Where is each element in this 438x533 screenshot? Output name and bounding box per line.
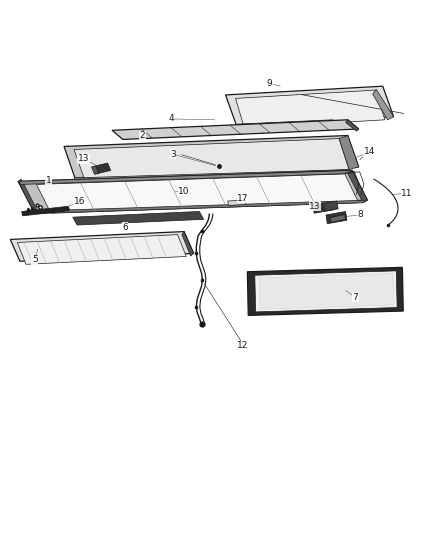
Text: 11: 11 (401, 189, 413, 198)
Polygon shape (17, 235, 186, 264)
Polygon shape (348, 171, 367, 203)
Polygon shape (330, 215, 346, 222)
Text: 14: 14 (364, 147, 375, 156)
Polygon shape (236, 90, 385, 128)
Polygon shape (112, 120, 359, 140)
Polygon shape (18, 171, 367, 211)
Text: 2: 2 (140, 131, 145, 140)
Text: 17: 17 (237, 194, 249, 203)
Polygon shape (73, 212, 204, 225)
Text: 7: 7 (352, 293, 358, 302)
Polygon shape (255, 271, 397, 312)
Polygon shape (226, 86, 394, 125)
Polygon shape (21, 206, 70, 216)
Polygon shape (95, 163, 111, 174)
Text: 4: 4 (168, 115, 174, 124)
Polygon shape (64, 135, 359, 178)
Polygon shape (346, 120, 359, 131)
Polygon shape (313, 202, 334, 213)
Polygon shape (324, 201, 338, 211)
Text: 1: 1 (46, 175, 52, 184)
Polygon shape (36, 174, 359, 213)
Polygon shape (18, 171, 352, 184)
Polygon shape (259, 273, 394, 309)
Polygon shape (74, 169, 349, 181)
Polygon shape (247, 268, 403, 316)
Text: 6: 6 (122, 223, 128, 232)
Text: 13: 13 (78, 154, 89, 163)
Polygon shape (237, 120, 339, 129)
Polygon shape (18, 179, 36, 211)
Polygon shape (326, 212, 347, 224)
Polygon shape (339, 135, 359, 169)
Text: 5: 5 (32, 255, 38, 264)
Text: 10: 10 (178, 187, 190, 196)
Text: 8: 8 (357, 211, 363, 220)
Polygon shape (373, 89, 394, 120)
Text: 16: 16 (74, 197, 85, 206)
Polygon shape (182, 231, 194, 256)
Polygon shape (30, 200, 367, 214)
Text: 13: 13 (309, 202, 321, 211)
Text: 9: 9 (266, 79, 272, 87)
Text: 3: 3 (170, 150, 176, 159)
Polygon shape (74, 139, 349, 181)
Polygon shape (11, 231, 194, 261)
Text: 12: 12 (237, 342, 249, 351)
Polygon shape (92, 166, 99, 174)
Polygon shape (228, 200, 246, 205)
